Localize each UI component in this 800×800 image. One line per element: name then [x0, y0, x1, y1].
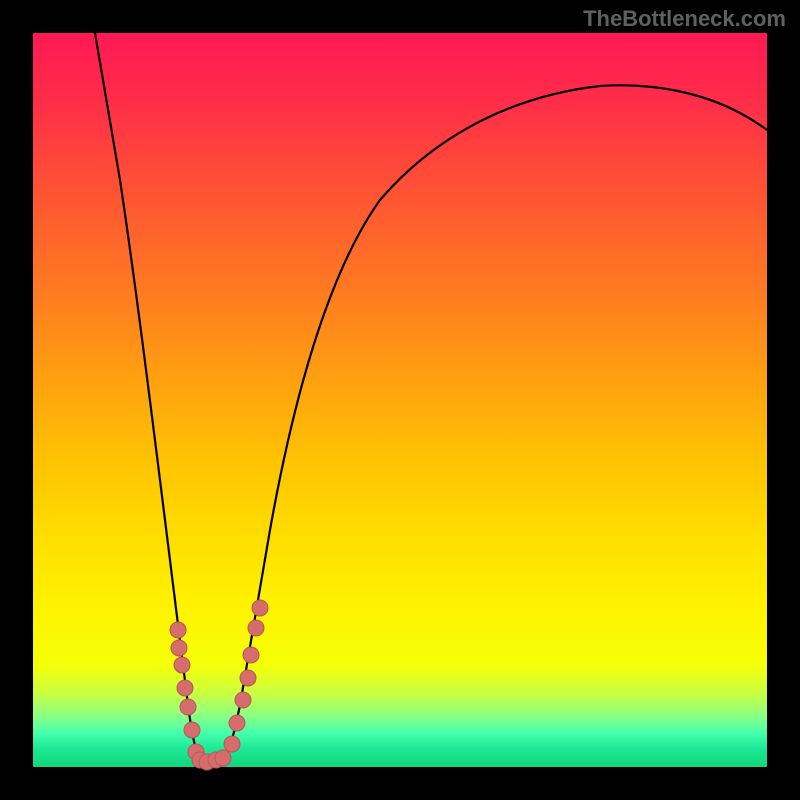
data-marker: [174, 657, 190, 673]
plot-gradient-background: [33, 33, 767, 767]
data-marker: [248, 620, 264, 636]
data-marker: [235, 692, 251, 708]
bottleneck-chart: [0, 0, 800, 800]
data-marker: [170, 622, 186, 638]
data-marker: [180, 699, 196, 715]
data-marker: [224, 736, 240, 752]
data-marker: [177, 680, 193, 696]
data-marker: [240, 670, 256, 686]
data-marker: [184, 722, 200, 738]
watermark-text: TheBottleneck.com: [583, 6, 786, 32]
data-marker: [252, 600, 268, 616]
data-marker: [243, 647, 259, 663]
data-marker: [215, 750, 231, 766]
data-marker: [229, 715, 245, 731]
data-marker: [171, 640, 187, 656]
